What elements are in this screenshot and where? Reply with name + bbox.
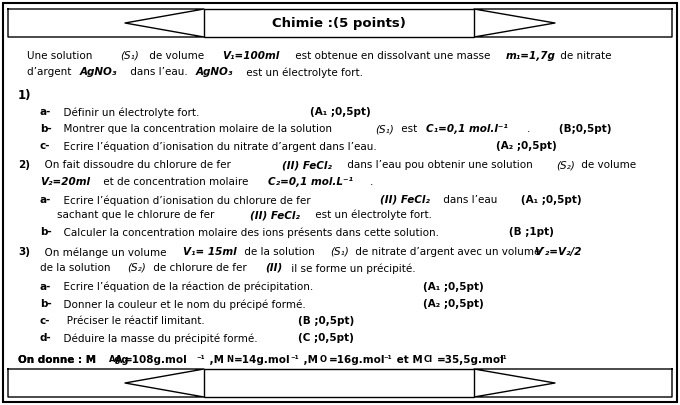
Text: dans l’eau pou obtenir une solution: dans l’eau pou obtenir une solution (344, 160, 536, 170)
Text: 3): 3) (18, 247, 30, 257)
Text: Définir un électrolyte fort.: Définir un électrolyte fort. (57, 107, 199, 117)
Text: de la solution: de la solution (40, 263, 114, 273)
Text: C₁=0,1 mol.l⁻¹: C₁=0,1 mol.l⁻¹ (426, 124, 508, 134)
Text: et de concentration molaire: et de concentration molaire (100, 177, 252, 187)
Text: Ag: Ag (109, 355, 122, 364)
Text: c-: c- (40, 316, 50, 326)
Text: d-: d- (40, 333, 52, 343)
Text: de nitrate d’argent avec un volume: de nitrate d’argent avec un volume (352, 247, 543, 257)
Text: AgNO₃: AgNO₃ (80, 67, 118, 77)
Text: (B ;0,5pt): (B ;0,5pt) (298, 316, 354, 326)
Text: =108g.mol: =108g.mol (124, 355, 188, 365)
Text: (B ;1pt): (B ;1pt) (498, 227, 554, 237)
Text: dans l’eau: dans l’eau (440, 195, 497, 205)
Text: On donne : M: On donne : M (18, 355, 96, 365)
Text: 2): 2) (18, 160, 30, 170)
Text: est un électrolyte fort.: est un électrolyte fort. (243, 67, 363, 77)
Text: ⁻¹: ⁻¹ (196, 355, 205, 364)
Text: (II): (II) (265, 263, 282, 273)
Polygon shape (474, 369, 672, 397)
Bar (204, 369, 474, 397)
Text: est obtenue en dissolvant une masse: est obtenue en dissolvant une masse (292, 51, 494, 61)
Text: a-: a- (40, 282, 52, 292)
Text: Ecrire l’équation d’ionisation du nitrate d’argent dans l’eau.: Ecrire l’équation d’ionisation du nitrat… (57, 141, 377, 151)
Text: 1): 1) (18, 89, 31, 102)
Text: Donner la couleur et le nom du précipé formé.: Donner la couleur et le nom du précipé f… (57, 299, 306, 309)
Polygon shape (8, 369, 204, 397)
Text: Cl: Cl (424, 355, 433, 364)
Text: ⁻¹: ⁻¹ (290, 355, 299, 364)
Text: (C ;0,5pt): (C ;0,5pt) (298, 333, 354, 343)
Text: .: . (370, 177, 373, 187)
Text: est un électrolyte fort.: est un électrolyte fort. (312, 210, 432, 220)
Text: b-: b- (40, 299, 52, 309)
Text: C₂=0,1 mol.L⁻¹: C₂=0,1 mol.L⁻¹ (268, 177, 353, 187)
Text: (S₂): (S₂) (556, 160, 575, 170)
Text: N: N (226, 355, 233, 364)
Text: (II) FeCl₂: (II) FeCl₂ (282, 160, 332, 170)
Text: ,M: ,M (206, 355, 224, 365)
Text: Déduire la masse du précipité formé.: Déduire la masse du précipité formé. (57, 333, 258, 343)
Text: ⁻¹: ⁻¹ (498, 355, 507, 364)
Text: (A₁ ;0,5pt): (A₁ ;0,5pt) (423, 282, 483, 292)
Text: de la solution: de la solution (241, 247, 318, 257)
Text: (A₁ ;0,5pt): (A₁ ;0,5pt) (510, 195, 581, 205)
Text: sachant que le chlorure de fer: sachant que le chlorure de fer (57, 210, 218, 220)
Text: V₁=100ml: V₁=100ml (222, 51, 279, 61)
Text: Ecrire l’équation d’ionisation du chlorure de fer: Ecrire l’équation d’ionisation du chloru… (57, 195, 314, 205)
Text: b-: b- (40, 227, 52, 237)
Text: (A₂ ;0,5pt): (A₂ ;0,5pt) (423, 299, 483, 309)
Text: O: O (320, 355, 327, 364)
Text: (S₂): (S₂) (127, 263, 146, 273)
Text: m₁=1,7g: m₁=1,7g (506, 51, 556, 61)
Text: V′₂=V₂/2: V′₂=V₂/2 (534, 247, 581, 257)
Text: ⁻¹: ⁻¹ (383, 355, 392, 364)
Text: est: est (398, 124, 420, 134)
Text: (S₁): (S₁) (330, 247, 349, 257)
Text: (II) FeCl₂: (II) FeCl₂ (380, 195, 430, 205)
Text: d’argent: d’argent (27, 67, 75, 77)
Text: dans l’eau.: dans l’eau. (127, 67, 191, 77)
Text: b-: b- (40, 124, 52, 134)
Text: Préciser le réactif limitant.: Préciser le réactif limitant. (57, 316, 205, 326)
Text: c-: c- (40, 141, 50, 151)
Text: Chimie :(5 points): Chimie :(5 points) (272, 17, 406, 30)
Text: AgNO₃: AgNO₃ (196, 67, 233, 77)
Polygon shape (474, 9, 672, 37)
Text: (II) FeCl₂: (II) FeCl₂ (250, 210, 300, 220)
Text: On fait dissoudre du chlorure de fer: On fait dissoudre du chlorure de fer (38, 160, 234, 170)
Text: (A₁ ;0,5pt): (A₁ ;0,5pt) (310, 107, 371, 117)
Text: de volume: de volume (578, 160, 636, 170)
Text: Montrer que la concentration molaire de la solution: Montrer que la concentration molaire de … (57, 124, 335, 134)
Text: de chlorure de fer: de chlorure de fer (150, 263, 250, 273)
Text: Ecrire l’équation de la réaction de précipitation.: Ecrire l’équation de la réaction de préc… (57, 282, 313, 292)
Text: Ag: Ag (115, 355, 129, 365)
Text: il se forme un précipité.: il se forme un précipité. (288, 263, 415, 273)
Polygon shape (8, 9, 204, 37)
Text: Calculer la concentration molaire des ions présents dans cette solution.: Calculer la concentration molaire des io… (57, 227, 439, 237)
Text: a-: a- (40, 195, 52, 205)
Text: (B;0,5pt): (B;0,5pt) (548, 124, 611, 134)
Text: de nitrate: de nitrate (557, 51, 611, 61)
Text: .: . (527, 124, 530, 134)
Text: =14g.mol: =14g.mol (234, 355, 290, 365)
Text: (S₁): (S₁) (375, 124, 394, 134)
Text: Une solution: Une solution (27, 51, 96, 61)
Text: V₂=20ml: V₂=20ml (40, 177, 90, 187)
Text: (S₁): (S₁) (120, 51, 139, 61)
Bar (204, 9, 474, 37)
Text: (A₂ ;0,5pt): (A₂ ;0,5pt) (496, 141, 557, 151)
Text: On donne : M: On donne : M (18, 355, 96, 365)
Text: et M: et M (393, 355, 423, 365)
Text: de volume: de volume (146, 51, 207, 61)
Text: V₁= 15ml: V₁= 15ml (183, 247, 237, 257)
Text: ,M: ,M (300, 355, 318, 365)
Text: =35,5g.mol: =35,5g.mol (437, 355, 505, 365)
Text: a-: a- (40, 107, 52, 117)
Text: On mélange un volume: On mélange un volume (38, 247, 170, 258)
Text: =16g.mol: =16g.mol (329, 355, 386, 365)
